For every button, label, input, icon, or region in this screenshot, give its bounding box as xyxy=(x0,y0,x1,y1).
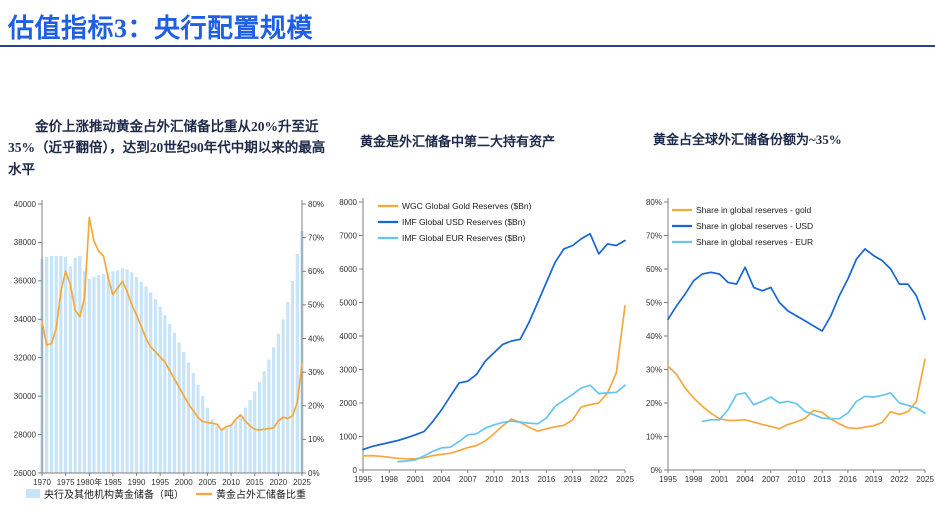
svg-text:1975: 1975 xyxy=(57,478,75,487)
svg-text:央行及其他机构黄金储备（吨）: 央行及其他机构黄金储备（吨） xyxy=(44,488,184,501)
title-divider xyxy=(0,45,935,47)
svg-text:2013: 2013 xyxy=(511,475,529,484)
svg-text:6000: 6000 xyxy=(339,265,357,274)
svg-text:1000: 1000 xyxy=(339,432,357,441)
svg-text:2001: 2001 xyxy=(407,475,425,484)
svg-text:1998: 1998 xyxy=(685,475,703,484)
svg-text:40000: 40000 xyxy=(14,200,37,209)
svg-text:80%: 80% xyxy=(646,198,662,207)
svg-text:2025: 2025 xyxy=(293,478,311,487)
svg-text:1990: 1990 xyxy=(128,478,146,487)
svg-text:40%: 40% xyxy=(308,334,324,343)
svg-text:2010: 2010 xyxy=(222,478,240,487)
svg-text:Share in global reserves - EUR: Share in global reserves - EUR xyxy=(696,237,813,247)
svg-text:4000: 4000 xyxy=(339,332,357,341)
global-fx-reserves-share-chart: 0% 10% 20% 30% 40% 50% 60% 70% 80% 1995 1998 2001 20… xyxy=(646,198,934,484)
page-title: 估值指标3：央行配置规模 xyxy=(8,14,314,43)
svg-text:60%: 60% xyxy=(308,267,324,276)
svg-text:5000: 5000 xyxy=(339,298,357,307)
svg-text:50%: 50% xyxy=(646,298,662,307)
svg-text:60%: 60% xyxy=(646,265,662,274)
svg-text:2019: 2019 xyxy=(865,475,883,484)
svg-text:28000: 28000 xyxy=(14,430,37,439)
svg-text:2016: 2016 xyxy=(538,475,556,484)
svg-text:2019: 2019 xyxy=(564,475,582,484)
svg-text:2007: 2007 xyxy=(459,475,477,484)
svg-text:10%: 10% xyxy=(308,435,324,444)
svg-text:2000: 2000 xyxy=(175,478,193,487)
svg-text:2016: 2016 xyxy=(839,475,857,484)
svg-text:Share in global reserves - USD: Share in global reserves - USD xyxy=(696,221,813,231)
svg-text:34000: 34000 xyxy=(14,315,37,324)
svg-text:2020: 2020 xyxy=(269,478,287,487)
svg-text:黄金占外汇储备比重: 黄金占外汇储备比重 xyxy=(216,488,306,501)
svg-text:20%: 20% xyxy=(646,399,662,408)
svg-text:2010: 2010 xyxy=(485,475,503,484)
svg-text:WGC Global Gold Reserves ($Bn): WGC Global Gold Reserves ($Bn) xyxy=(402,201,532,211)
svg-text:2015: 2015 xyxy=(246,478,264,487)
svg-text:2007: 2007 xyxy=(762,475,780,484)
svg-text:2000: 2000 xyxy=(339,399,357,408)
svg-text:IMF Global USD Reserves ($Bn): IMF Global USD Reserves ($Bn) xyxy=(402,217,525,227)
svg-text:1985: 1985 xyxy=(104,478,122,487)
central-bank-gold-reserves-chart: 26000 28000 30000 32000 34000 36000 38000 40000… xyxy=(14,200,324,501)
svg-text:2025: 2025 xyxy=(616,475,634,484)
svg-text:32000: 32000 xyxy=(14,354,37,363)
middle-chart-title: 黄金是外汇储备中第二大持有资产 xyxy=(360,134,556,149)
svg-text:80%: 80% xyxy=(308,200,324,209)
svg-text:20%: 20% xyxy=(308,402,324,411)
svg-text:2025: 2025 xyxy=(916,475,934,484)
svg-text:30%: 30% xyxy=(646,365,662,374)
svg-text:1995: 1995 xyxy=(659,475,677,484)
svg-text:40%: 40% xyxy=(646,332,662,341)
svg-text:36000: 36000 xyxy=(14,277,37,286)
svg-text:0%: 0% xyxy=(650,466,662,475)
svg-text:2022: 2022 xyxy=(590,475,608,484)
svg-text:Share in global reserves - gol: Share in global reserves - gold xyxy=(696,205,812,215)
svg-text:1995: 1995 xyxy=(354,475,372,484)
svg-text:2010: 2010 xyxy=(788,475,806,484)
svg-text:3000: 3000 xyxy=(339,365,357,374)
svg-text:26000: 26000 xyxy=(14,469,37,478)
svg-text:1980年: 1980年 xyxy=(76,477,102,487)
svg-text:0%: 0% xyxy=(308,469,320,478)
svg-text:0: 0 xyxy=(353,466,358,475)
svg-text:70%: 70% xyxy=(308,233,324,242)
svg-text:70%: 70% xyxy=(646,231,662,240)
svg-text:1998: 1998 xyxy=(380,475,398,484)
svg-text:IMF Global EUR Reserves ($Bn): IMF Global EUR Reserves ($Bn) xyxy=(402,233,525,243)
svg-text:50%: 50% xyxy=(308,301,324,310)
svg-text:2004: 2004 xyxy=(433,475,451,484)
svg-text:38000: 38000 xyxy=(14,238,37,247)
svg-text:8000: 8000 xyxy=(339,198,357,207)
left-panel-description: 金价上涨推动黄金占外汇储备比重从20%升至近35%（近乎翻倍），达到20世纪90… xyxy=(8,119,326,177)
svg-text:2013: 2013 xyxy=(813,475,831,484)
svg-text:2001: 2001 xyxy=(711,475,729,484)
global-fx-reserves-value-chart: 0 1000 2000 3000 4000 5000 6000 7000 8000 1995 199… xyxy=(339,198,634,484)
svg-text:2005: 2005 xyxy=(199,478,217,487)
svg-text:1970: 1970 xyxy=(33,478,51,487)
svg-text:2004: 2004 xyxy=(736,475,754,484)
svg-text:30%: 30% xyxy=(308,368,324,377)
svg-text:2022: 2022 xyxy=(890,475,908,484)
right-chart-title: 黄金占全球外汇储备份额为~35% xyxy=(653,132,842,147)
svg-text:30000: 30000 xyxy=(14,392,37,401)
svg-text:7000: 7000 xyxy=(339,231,357,240)
svg-text:10%: 10% xyxy=(646,432,662,441)
svg-text:1995: 1995 xyxy=(151,478,169,487)
